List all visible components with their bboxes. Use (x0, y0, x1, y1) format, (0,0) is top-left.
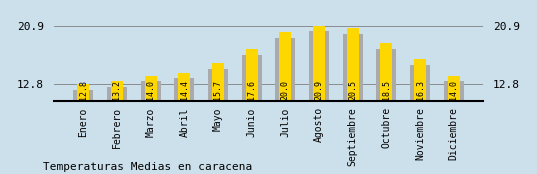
Bar (444, 81, 464, 101)
Text: 13.2: 13.2 (112, 80, 121, 100)
Text: 12.8: 12.8 (79, 80, 88, 100)
Text: 18.5: 18.5 (382, 80, 391, 100)
Text: 20.5: 20.5 (348, 80, 357, 100)
Bar (309, 31, 329, 101)
Bar (145, 76, 157, 101)
Bar (242, 55, 262, 101)
Text: 14.0: 14.0 (146, 80, 155, 100)
Bar (73, 90, 93, 101)
Text: 16.3: 16.3 (416, 80, 425, 100)
Text: 14.4: 14.4 (180, 80, 189, 100)
Bar (178, 73, 190, 101)
Text: 14.0: 14.0 (449, 80, 458, 100)
Bar (174, 78, 194, 101)
Bar (107, 87, 127, 101)
Text: 20.0: 20.0 (281, 80, 290, 100)
Bar (313, 26, 325, 101)
Bar (380, 43, 392, 101)
Text: 15.7: 15.7 (214, 80, 222, 100)
Text: 20.9: 20.9 (315, 80, 323, 100)
Text: Temperaturas Medias en caracena: Temperaturas Medias en caracena (43, 162, 252, 172)
Bar (279, 32, 291, 101)
Bar (343, 34, 363, 101)
Bar (410, 65, 430, 101)
Text: 17.6: 17.6 (247, 80, 256, 100)
Bar (208, 69, 228, 101)
Bar (347, 28, 359, 101)
Bar (77, 84, 89, 101)
Bar (275, 38, 295, 101)
Bar (448, 76, 460, 101)
Bar (376, 49, 396, 101)
Bar (141, 81, 161, 101)
Bar (246, 49, 258, 101)
Bar (212, 63, 224, 101)
Bar (111, 81, 123, 101)
Bar (414, 59, 426, 101)
